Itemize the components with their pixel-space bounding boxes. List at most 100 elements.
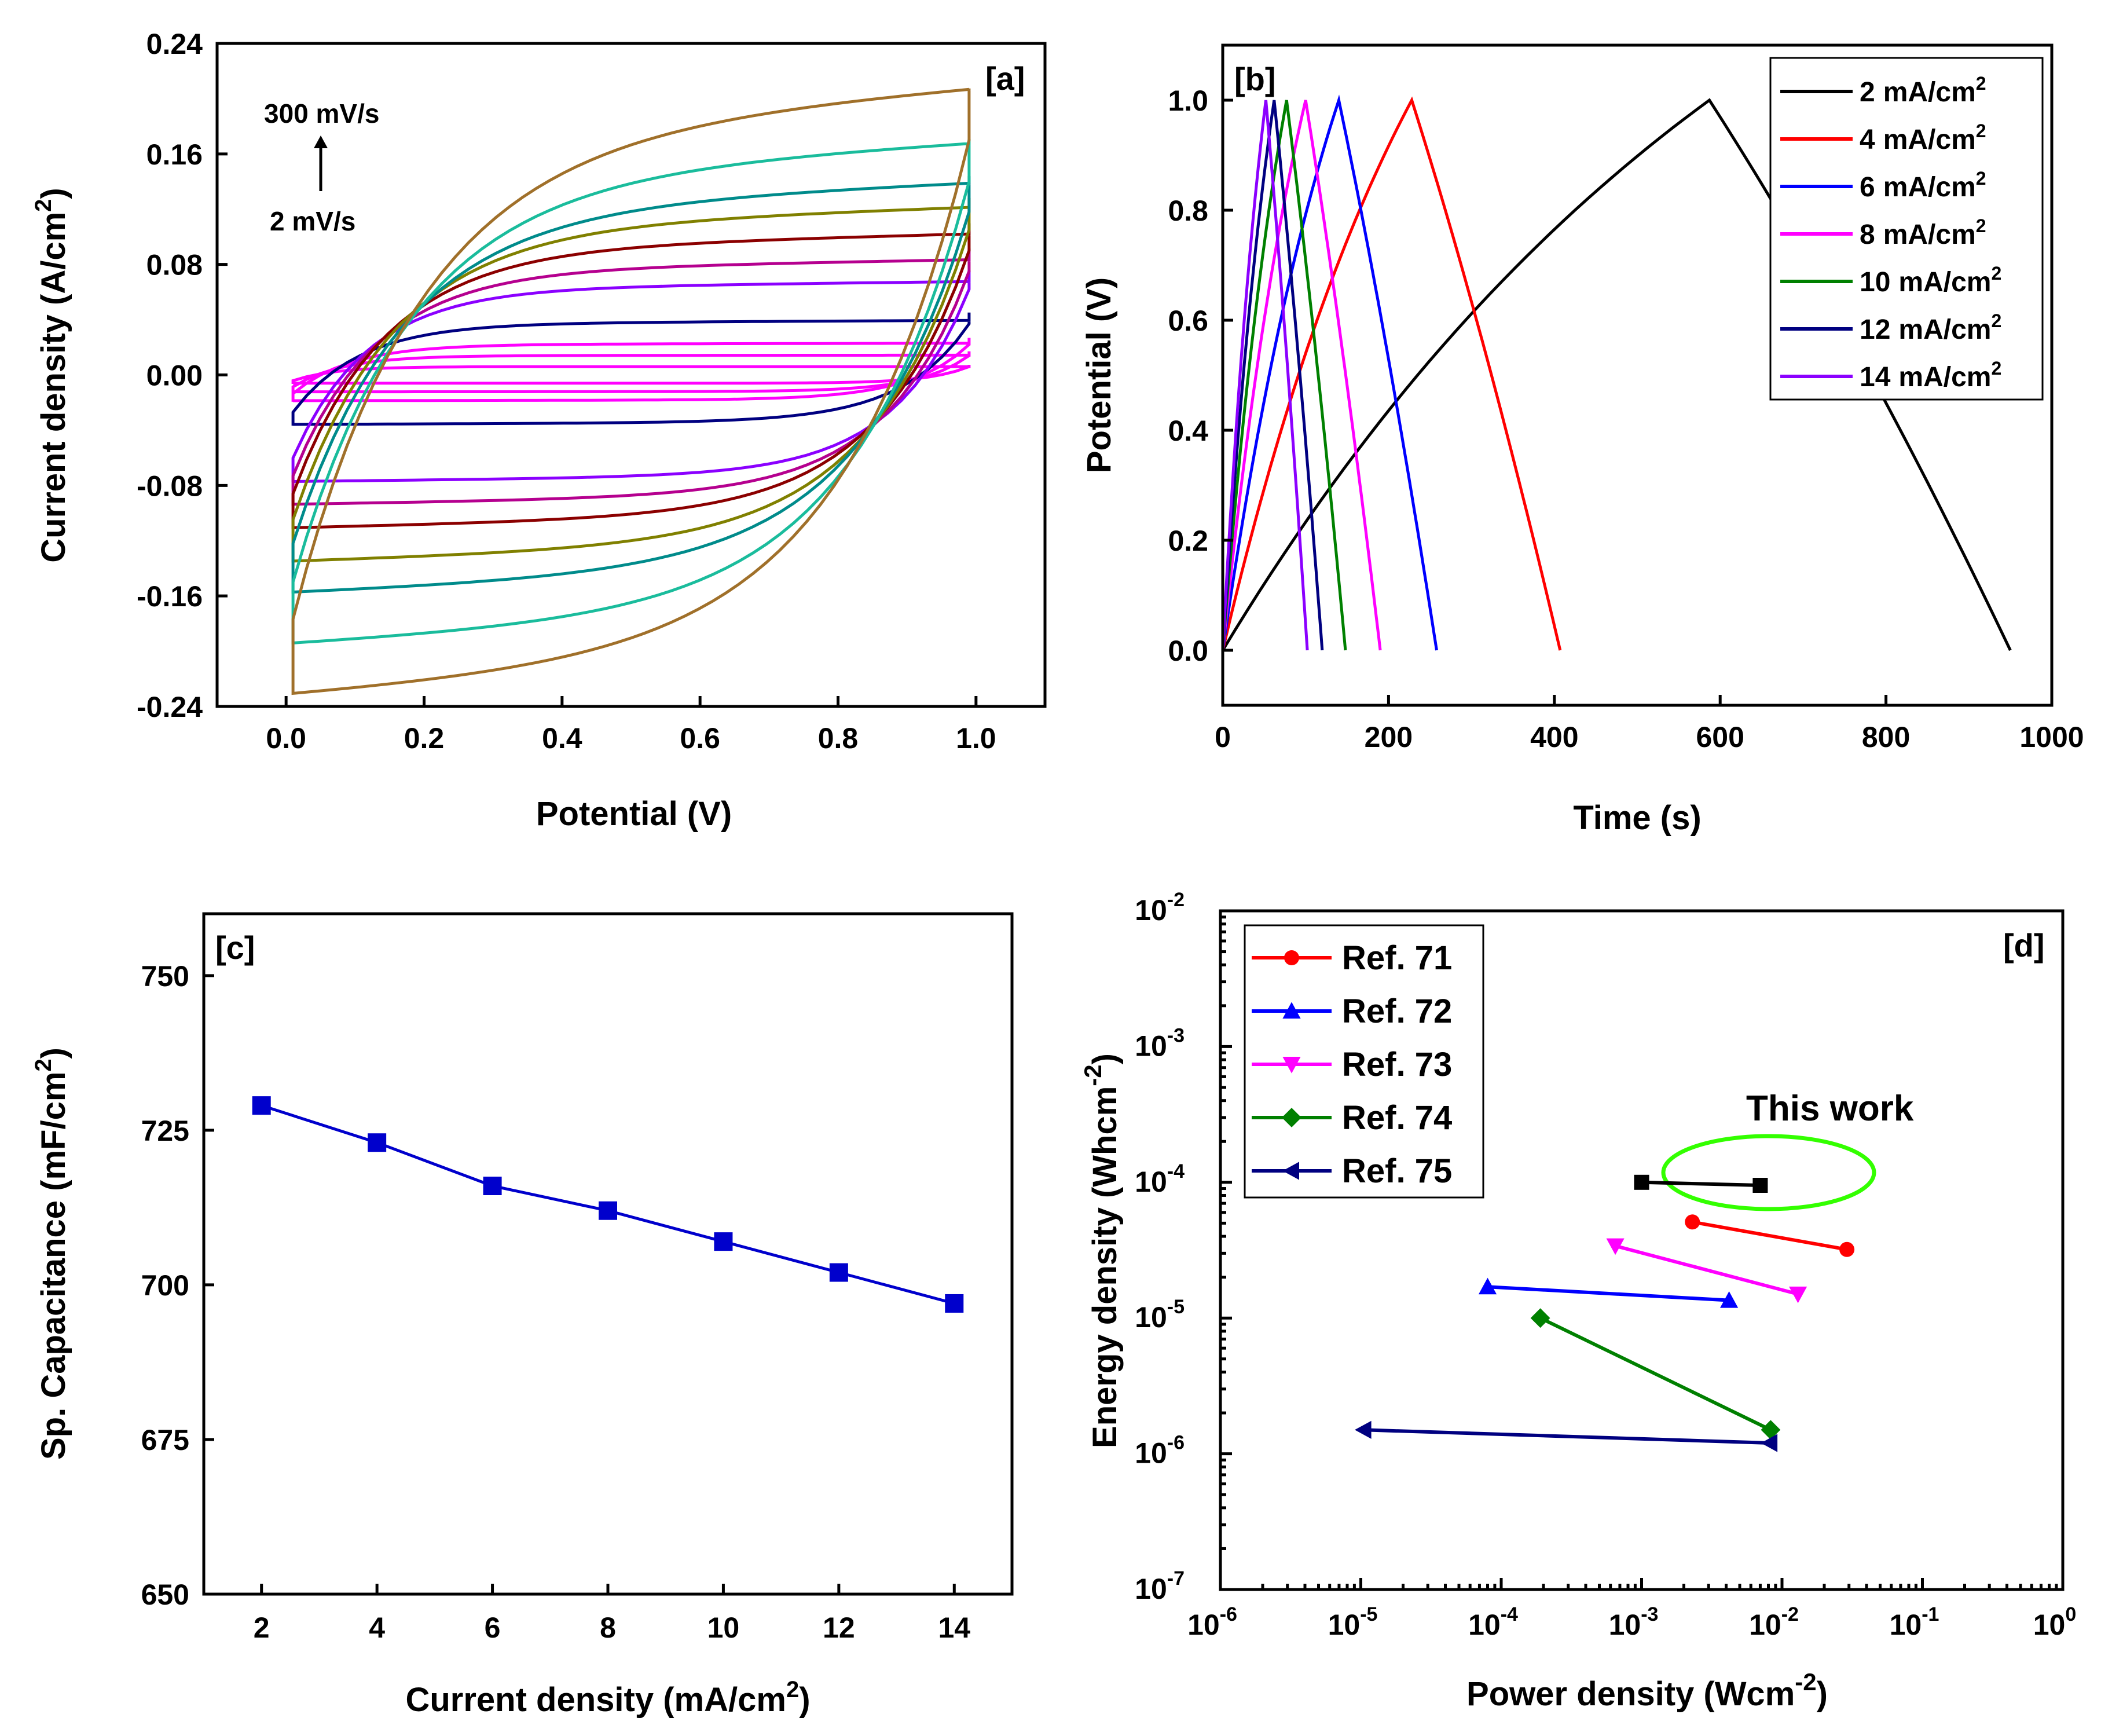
a-cv-curve <box>291 248 971 506</box>
b-y-tick-label: 1.0 <box>1168 85 1208 117</box>
d-data-point <box>1355 1420 1372 1439</box>
a-y-tick-label: 0.24 <box>146 28 203 60</box>
c-x-tick-label: 8 <box>600 1612 616 1644</box>
b-legend-label: 8 mA/cm2 <box>1860 215 1986 250</box>
a-cv-curve <box>291 176 971 594</box>
b-legend-value: 12 <box>1860 314 1890 345</box>
d-y-tick-label: 10-5 <box>1135 1296 1185 1334</box>
c-x-tick-label: 10 <box>707 1612 740 1644</box>
b-legend-unit: mA/cm <box>1883 124 1976 155</box>
b-legend-sup: 2 <box>1976 120 1986 141</box>
d-y-axis-title: Energy density (Whcm-2) <box>1079 1053 1124 1448</box>
d-data-point <box>1530 1308 1550 1328</box>
b-legend-unit: mA/cm <box>1883 172 1976 203</box>
b-legend-value: 10 <box>1860 267 1890 298</box>
b-y-tick-label: 0.8 <box>1168 195 1208 227</box>
d-legend-marker <box>1282 1057 1301 1074</box>
d-data-point <box>1761 1420 1781 1440</box>
d-x-tick-exp: 0 <box>2065 1603 2076 1625</box>
d-ticks: 10-6 10-5 10-4 10-3 10-2 10-1 10010-710-610-51… <box>1135 889 2076 1641</box>
d-y-tick-exp: -6 <box>1167 1432 1185 1454</box>
d-x-tick-base: 10 <box>1328 1609 1361 1641</box>
b-x-tick-label: 600 <box>1696 721 1744 753</box>
a-y-axis-title-tail: ) <box>35 188 72 199</box>
b-x-axis-title: Time (s) <box>1573 799 1701 837</box>
b-legend-value: 2 <box>1860 77 1875 108</box>
a-annotation-bottom: 2 mV/s <box>270 206 355 236</box>
a-cv-curve <box>291 197 971 563</box>
d-x-tick-base: 10 <box>1187 1609 1220 1641</box>
d-x-tick-base: 10 <box>1890 1609 1922 1641</box>
a-y-tick-label: 0.16 <box>146 138 203 171</box>
c-y-axis-title-sup: 2 <box>31 1059 56 1071</box>
b-legend-sup: 2 <box>1991 263 2001 284</box>
d-data-point <box>1685 1214 1700 1230</box>
d-legend-label: Ref. 74 <box>1342 1099 1452 1137</box>
b-legend-sup: 2 <box>1976 168 1986 189</box>
c-data-point <box>368 1133 387 1152</box>
c-y-tick-label: 650 <box>141 1578 189 1611</box>
b-legend-label: 6 mA/cm2 <box>1860 168 1986 203</box>
a-y-tick-label: -0.08 <box>137 470 203 502</box>
d-series-line <box>1363 1428 1770 1445</box>
d-legend-marker <box>1284 950 1299 965</box>
d-panel-tag: [d] <box>2003 927 2045 964</box>
c-y-tick-label: 675 <box>141 1424 189 1456</box>
d-legend-marker <box>1282 1162 1299 1180</box>
b-x-tick-label: 200 <box>1365 721 1413 753</box>
d-x-tick-base: 10 <box>2033 1609 2066 1641</box>
b-legend-value: 4 <box>1860 124 1875 155</box>
d-series-line <box>1487 1285 1729 1302</box>
b-legend-box <box>1769 57 2044 401</box>
d-y-tick-base: 10 <box>1135 1030 1167 1062</box>
panel-d-ragone-plot: 10-6 10-5 10-4 10-3 10-2 10-1 10010-710-610-51… <box>1079 889 2076 1713</box>
b-x-tick-label: 800 <box>1862 721 1910 753</box>
b-x-tick-label: 0 <box>1215 721 1231 753</box>
b-legend-sup: 2 <box>1991 358 2001 379</box>
a-cv-curve <box>291 312 971 426</box>
a-x-tick-label: 0.0 <box>266 722 306 755</box>
c-data-point <box>483 1177 502 1195</box>
c-y-axis-title-main: Sp. Capacitance (mF/cm <box>35 1072 72 1460</box>
b-y-tick-label: 0.6 <box>1168 305 1208 337</box>
a-x-tick-label: 0.4 <box>542 722 582 755</box>
b-legend-unit: mA/cm <box>1898 362 1991 393</box>
d-x-tick-base: 10 <box>1749 1609 1781 1641</box>
c-data-point <box>829 1263 848 1282</box>
b-y-tick-label: 0.0 <box>1168 635 1208 667</box>
b-legend-value: 6 <box>1860 172 1875 203</box>
a-cv-curves <box>291 87 971 695</box>
d-data-point <box>1720 1291 1739 1308</box>
d-x-axis-title: Power density (Wcm-2) <box>1466 1668 1828 1713</box>
b-gcd-curves <box>1221 94 2012 651</box>
c-x-tick-label: 2 <box>254 1612 270 1644</box>
d-data-point <box>1606 1238 1625 1255</box>
d-y-tick-base: 10 <box>1135 894 1167 926</box>
b-gcd-curve <box>1221 100 1324 651</box>
d-x-tick-label: 100 <box>2033 1603 2077 1641</box>
c-x-tick-label: 12 <box>823 1612 855 1644</box>
d-y-tick-label: 10-3 <box>1135 1024 1185 1062</box>
c-y-axis-title-tail: ) <box>35 1048 72 1059</box>
d-data-point <box>1839 1241 1855 1257</box>
d-x-tick-exp: -3 <box>1641 1603 1658 1625</box>
a-cv-curve <box>291 270 971 483</box>
b-x-tick-label: 400 <box>1530 721 1578 753</box>
b-panel-tag: [b] <box>1234 61 1276 97</box>
b-legend-unit: mA/cm <box>1898 267 1991 298</box>
b-gcd-curve <box>1221 94 1438 651</box>
a-y-tick-label: 0.08 <box>146 249 203 281</box>
a-cv-curve <box>291 351 971 394</box>
d-data-point <box>1789 1286 1807 1303</box>
b-legend-sup: 2 <box>1976 73 1986 94</box>
b-y-axis-title: Potential (V) <box>1080 277 1118 473</box>
b-y-tick-label: 0.4 <box>1168 415 1208 447</box>
b-legend-value: 14 <box>1860 362 1891 393</box>
d-x-tick-exp: -5 <box>1360 1603 1377 1625</box>
d-x-tick-base: 10 <box>1468 1609 1501 1641</box>
c-x-axis-title: Current density (mA/cm2) <box>405 1677 810 1719</box>
b-legend-value: 8 <box>1860 219 1875 250</box>
b-gcd-curve <box>1221 100 1382 651</box>
